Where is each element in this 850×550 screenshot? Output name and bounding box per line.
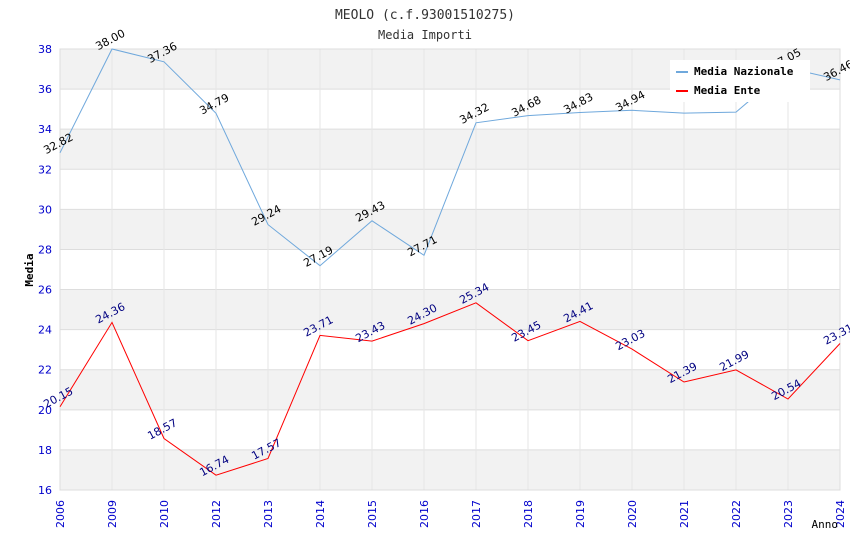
y-tick-label: 36 [38, 83, 52, 96]
x-tick-label: 2009 [106, 500, 119, 528]
x-tick-label: 2021 [678, 500, 691, 528]
plot-band [60, 369, 840, 410]
legend: Media Nazionale Media Ente [670, 60, 810, 102]
x-tick-label: 2019 [574, 500, 587, 528]
x-tick-label: 2017 [470, 500, 483, 528]
x-tick-label: 2018 [522, 500, 535, 528]
legend-label-media-nazionale: Media Nazionale [694, 65, 794, 78]
y-tick-label: 24 [38, 324, 52, 337]
y-tick-label: 28 [38, 243, 52, 256]
y-tick-label: 30 [38, 203, 52, 216]
data-label: 18.57 [145, 416, 179, 442]
data-label: 34.79 [197, 91, 231, 117]
series-lines [59, 48, 841, 476]
x-axis-label: Anno [812, 518, 839, 531]
y-tick-label: 38 [38, 43, 52, 56]
x-tick-label: 2022 [730, 500, 743, 528]
y-axis-label: Media [23, 253, 36, 286]
x-tick-label: 2016 [418, 500, 431, 528]
x-tick-label: 2023 [782, 500, 795, 528]
x-tick-label: 2015 [366, 500, 379, 528]
x-tick-label: 2006 [54, 500, 67, 528]
series-line-media-nazionale [59, 48, 841, 267]
x-axis-ticks: 2006 2009 2010 2012 2013 2014 2015 2016 2017 2018… [54, 500, 847, 528]
y-tick-label: 22 [38, 364, 52, 377]
y-tick-label: 34 [38, 123, 52, 136]
series-line-media-ente [59, 302, 841, 476]
plot-band [60, 129, 840, 170]
y-tick-label: 26 [38, 284, 52, 297]
x-tick-label: 2014 [314, 500, 327, 528]
y-axis-ticks: 16 18 20 22 24 26 28 30 32 34 36 38 [38, 43, 52, 497]
y-tick-label: 18 [38, 444, 52, 457]
y-tick-label: 16 [38, 484, 52, 497]
plot-band [60, 289, 840, 330]
data-label: 23.03 [613, 327, 647, 353]
y-tick-label: 32 [38, 163, 52, 176]
legend-label-media-ente: Media Ente [694, 84, 761, 97]
x-tick-label: 2010 [158, 500, 171, 528]
chart-subtitle: Media Importi [378, 28, 472, 42]
data-label: 34.32 [457, 101, 491, 127]
plot-band [60, 209, 840, 250]
x-tick-label: 2013 [262, 500, 275, 528]
legend-box [670, 60, 810, 102]
x-tick-label: 2020 [626, 500, 639, 528]
chart-title: MEOLO (c.f.93001510275) [335, 8, 515, 23]
x-tick-label: 2012 [210, 500, 223, 528]
plot-band [60, 449, 840, 490]
plot-frame [59, 48, 841, 491]
x-tick-label: 2024 [834, 500, 847, 528]
y-tick-label: 20 [38, 404, 52, 417]
